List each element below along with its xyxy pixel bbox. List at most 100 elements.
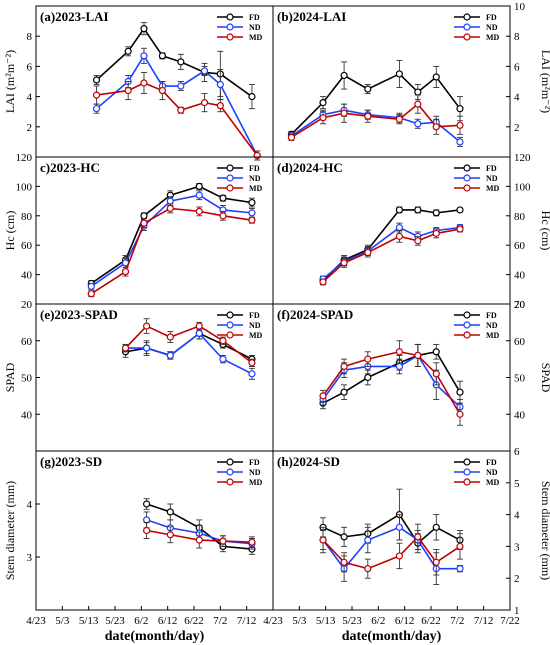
legend-label: FD <box>486 458 497 467</box>
legend-marker <box>463 184 471 192</box>
y-tick-label: 4 <box>514 92 520 104</box>
data-point <box>319 392 327 400</box>
y-tick-label: 4 <box>514 510 520 522</box>
data-point <box>414 206 422 214</box>
legend-label: ND <box>486 321 498 330</box>
data-point <box>177 82 185 90</box>
y-tick-label: 60 <box>21 336 33 348</box>
legend-label: MD <box>249 478 263 487</box>
data-point <box>166 333 174 341</box>
legend-label: FD <box>249 458 260 467</box>
y-tick-label: 80 <box>21 211 33 223</box>
legend-marker <box>226 311 234 319</box>
y-tick-label: 100 <box>16 181 33 193</box>
data-point <box>395 232 403 240</box>
x-tick-label: 6/12 <box>158 615 178 627</box>
data-point <box>395 206 403 214</box>
data-point <box>414 120 422 128</box>
data-point <box>456 410 464 418</box>
x-axis-label: date(month/day) <box>105 629 205 644</box>
data-point <box>140 79 148 87</box>
panel-title: (a)2023-LAI <box>40 9 109 24</box>
y-tick-label: 60 <box>514 336 526 348</box>
data-point <box>219 537 227 545</box>
data-point <box>143 344 151 352</box>
y-tick-label: 6 <box>514 446 520 458</box>
legend-marker <box>226 458 234 466</box>
chart-panel-8: (h)2024-SD 1 2 3 4 5 6 Stem diameter (mm) 4/23 5/… <box>263 446 550 644</box>
panel-title: (b)2024-LAI <box>277 9 346 24</box>
series-fd <box>121 327 256 364</box>
plot-frame <box>35 303 274 452</box>
legend-label: ND <box>486 23 498 32</box>
data-point <box>166 531 174 539</box>
plot-frame <box>272 156 511 305</box>
legend-marker <box>226 468 234 476</box>
data-point <box>432 73 440 81</box>
x-tick-label: 6/22 <box>184 615 204 627</box>
y-tick-label: 40 <box>21 409 33 421</box>
data-point <box>177 58 185 66</box>
y-tick-label: 120 <box>16 152 33 164</box>
plot-frame <box>272 5 511 158</box>
legend-marker <box>463 331 471 339</box>
legend-label: MD <box>486 331 500 340</box>
series-line <box>322 209 461 282</box>
series-nd <box>319 514 464 586</box>
data-point <box>395 70 403 78</box>
legend-marker <box>226 33 234 41</box>
data-point <box>140 25 148 33</box>
data-point <box>340 558 348 566</box>
legend-marker <box>463 33 471 41</box>
x-tick-label: 6/2 <box>371 615 385 627</box>
y-tick-label: 100 <box>514 181 531 193</box>
series-fd <box>319 488 464 554</box>
plot-frame <box>272 450 511 611</box>
y-tick-label: 5 <box>514 478 520 490</box>
data-point <box>432 229 440 238</box>
y-tick-label: 50 <box>514 373 526 385</box>
legend-marker <box>463 458 471 466</box>
series-md <box>87 203 256 298</box>
panel-title: (f)2024-SPAD <box>277 307 353 322</box>
y-tick-label: 40 <box>514 409 526 421</box>
data-point <box>319 278 327 286</box>
legend-marker <box>463 321 471 329</box>
data-point <box>92 105 101 113</box>
data-point <box>143 500 151 508</box>
data-point <box>395 348 403 356</box>
data-point <box>340 388 348 396</box>
x-tick-label: 6/22 <box>421 615 441 627</box>
data-point <box>456 225 464 233</box>
legend-marker <box>463 468 471 476</box>
data-point <box>248 216 256 224</box>
panel-title: (g)2023-SD <box>40 454 102 469</box>
data-point <box>364 112 372 120</box>
x-tick-label: 7/2 <box>213 615 227 627</box>
legend-label: MD <box>486 184 500 193</box>
data-point <box>87 290 95 298</box>
x-tick-label: 5/23 <box>105 615 125 627</box>
data-point <box>195 329 203 337</box>
y-axis-label: LAI (m²m⁻²) <box>3 50 17 113</box>
data-point <box>364 565 372 573</box>
legend-label: FD <box>486 311 497 320</box>
y-tick-label: 1 <box>514 605 520 617</box>
y-tick-label: 3 <box>514 541 520 553</box>
data-point <box>248 209 256 217</box>
x-tick-label: 7/12 <box>474 615 494 627</box>
y-axis-label: LAI (m²m⁻²) <box>539 50 550 113</box>
y-tick-label: 60 <box>514 240 526 252</box>
data-point <box>87 282 95 290</box>
legend-marker <box>226 321 234 329</box>
panel-title: (h)2024-SD <box>277 454 340 469</box>
legend-marker <box>226 478 234 486</box>
panel-title: (e)2023-SPAD <box>40 307 118 322</box>
legend-label: FD <box>486 164 497 173</box>
